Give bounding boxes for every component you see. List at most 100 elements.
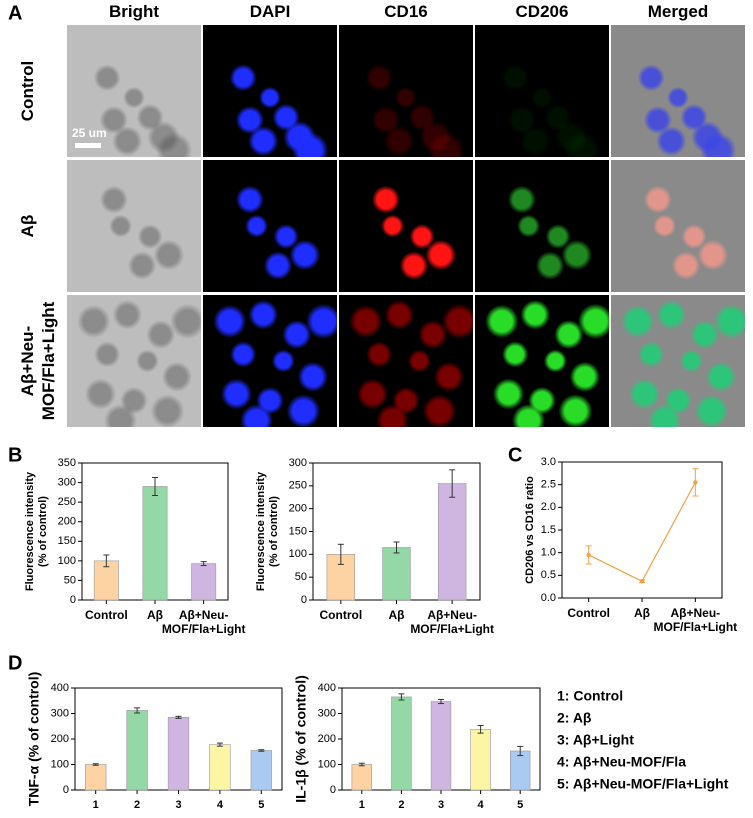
- y-axis-label: Fluorescence intensity: [24, 471, 36, 591]
- x-tick-label: Control: [567, 606, 610, 620]
- column-label: Bright: [108, 2, 160, 21]
- y-tick-label: 150: [58, 535, 76, 547]
- point: [693, 480, 698, 485]
- y-tick-label: 200: [58, 516, 76, 528]
- y-axis-label: CD206 vs CD16 ratio: [524, 476, 536, 584]
- micrograph: [203, 295, 337, 427]
- y-axis-label: Fluorescence intensity: [255, 471, 267, 591]
- bar: [470, 729, 491, 791]
- error-bar: [216, 742, 223, 747]
- bar: [93, 560, 119, 601]
- y-tick-label: 1.0: [541, 547, 556, 559]
- legend-entry: 4: Aβ+Neu-MOF/Fla: [557, 754, 686, 770]
- x-tick-label: 3: [437, 799, 445, 811]
- bar: [167, 717, 190, 791]
- micrograph: [475, 160, 609, 292]
- point: [639, 579, 645, 584]
- bar: [250, 750, 272, 791]
- x-tick-label: 5: [258, 799, 265, 811]
- micrograph: [339, 295, 473, 427]
- column-label: DAPI: [249, 2, 291, 21]
- micrograph: [203, 160, 337, 292]
- micrograph: [475, 295, 609, 427]
- micrograph: [339, 160, 473, 292]
- error-bar: [398, 693, 405, 701]
- column-label: CD16: [384, 2, 428, 21]
- bar: [85, 764, 107, 791]
- error-bar: [477, 724, 484, 734]
- scale-bar: [75, 143, 101, 148]
- y-tick-label: 150: [289, 525, 307, 537]
- y-tick-label: 0: [330, 784, 336, 796]
- bar: [142, 486, 168, 601]
- x-tick-label: 4: [477, 799, 484, 811]
- column-label: CD206: [515, 2, 569, 21]
- y-tick-label: 0: [63, 784, 69, 796]
- y-tick-label: 100: [318, 758, 336, 770]
- bar: [382, 547, 411, 601]
- bar: [209, 744, 231, 791]
- y-tick-label: 50: [64, 574, 76, 586]
- error-bar: [449, 469, 456, 498]
- y-tick-label: 100: [51, 758, 69, 770]
- micrograph: [475, 25, 609, 157]
- y-tick-label: 200: [289, 503, 307, 515]
- micrograph: [339, 25, 473, 157]
- bar: [191, 563, 217, 601]
- y-tick-label: 3.0: [541, 456, 556, 468]
- y-axis-label: IL-1β (% of control): [293, 675, 309, 803]
- y-axis-label: TNF-α (% of control): [26, 672, 42, 807]
- bar: [126, 710, 148, 791]
- panel-label: C: [508, 444, 522, 466]
- error-bar: [200, 561, 207, 567]
- x-tick-label: 2: [134, 799, 141, 811]
- y-tick-label: 300: [289, 457, 307, 469]
- error-bar: [92, 763, 99, 766]
- panel-label: A: [8, 2, 22, 24]
- error-bar: [438, 698, 444, 705]
- y-tick-label: 2.5: [541, 479, 556, 491]
- legend-entry: 2: Aβ: [557, 710, 592, 726]
- x-tick-label: 2: [398, 799, 405, 811]
- x-tick-label: Aβ+Neu-MOF/Fla+Light: [161, 608, 246, 636]
- x-tick-label: 3: [175, 799, 182, 811]
- x-tick-label: Control: [319, 608, 363, 622]
- bar: [430, 701, 452, 791]
- y-axis-label: (% of control): [268, 496, 280, 567]
- x-tick-label: Aβ: [388, 608, 405, 622]
- error-bar: [134, 707, 141, 714]
- x-tick-label: 4: [216, 799, 223, 811]
- error-bar: [393, 541, 400, 554]
- error-bar: [152, 476, 158, 496]
- column-label: Merged: [647, 2, 709, 21]
- micrograph: [611, 160, 745, 292]
- point: [586, 552, 591, 558]
- y-tick-label: 400: [318, 682, 336, 694]
- y-tick-label: 200: [318, 733, 336, 745]
- error-bar: [258, 749, 265, 752]
- error-bar: [337, 543, 344, 565]
- y-tick-label: 200: [51, 733, 69, 745]
- micrograph: [611, 25, 745, 157]
- line: [588, 482, 696, 583]
- x-tick-label: Aβ+Neu-MOF/Fla+Light: [410, 608, 494, 636]
- x-tick-label: 5: [517, 799, 524, 811]
- y-tick-label: 0: [70, 594, 76, 606]
- legend-entry: 1: Control: [557, 688, 623, 704]
- plot-frame: [561, 461, 723, 599]
- y-tick-label: 300: [51, 707, 69, 719]
- error-bar: [358, 762, 365, 767]
- micrograph: [67, 295, 201, 427]
- y-tick-label: 2.0: [541, 501, 556, 513]
- x-tick-label: 1: [358, 799, 365, 811]
- micrograph: [67, 160, 201, 292]
- y-tick-label: 250: [289, 480, 307, 492]
- bar: [351, 764, 372, 791]
- error-bar: [175, 715, 182, 719]
- y-tick-label: 100: [289, 548, 307, 560]
- error-bar: [517, 745, 524, 757]
- y-tick-label: 50: [295, 571, 307, 583]
- panel-label: D: [8, 652, 22, 674]
